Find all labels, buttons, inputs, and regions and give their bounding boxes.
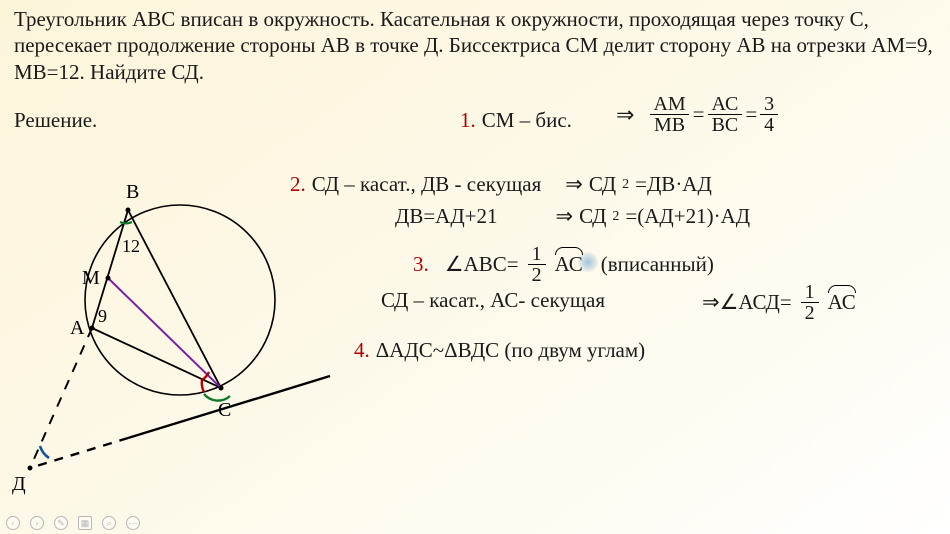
step-3-line1: 3. ∠АВС= 12 АС (вписанный) [413,244,714,286]
step-1-num: 1. [460,108,476,133]
step-4: 4. ΔАДС~ΔВДС (по двум углам) [354,338,645,363]
arc-ac-2: АС [828,290,856,315]
label-12: 12 [122,236,140,256]
tool-grid-icon[interactable]: ▦ [78,516,92,530]
step-2-line1: 2. СД – касат., ДВ - секущая ⇒ СД2 =ДВ·А… [290,172,712,197]
label-9: 9 [98,306,107,326]
step-3-line2b: ⇒∠АСД= 12 АС [702,282,856,324]
problem-text: Треугольник АВС вписан в окружность. Кас… [0,0,950,85]
step-3-num: 3. [413,252,429,277]
step-4-num: 4. [354,338,370,363]
step-2-line2: ДВ=АД+21 ⇒ СД2 =(АД+21)·АД [395,204,750,229]
step-3-line2a: СД – касат., АС- секущая [381,288,605,313]
tool-next-icon[interactable]: › [30,516,44,530]
label-C: С [218,399,231,421]
tool-zoom-icon[interactable]: ⌕ [102,516,116,530]
tool-pen-icon[interactable]: ✎ [54,516,68,530]
label-M: М [82,267,100,289]
step-1: 1. СМ – бис. [460,108,572,133]
tool-menu-icon[interactable]: ⋯ [126,516,140,530]
tool-prev-icon[interactable]: ‹ [6,516,20,530]
geometry-diagram: В А С Д М 9 12 [8,170,338,530]
label-A: А [70,317,85,339]
step-1-eq: ⇒ АММВ = АСВС = 34 [610,94,781,136]
cursor-icon [578,252,598,272]
label-D: Д [12,473,26,495]
label-B: В [126,181,139,203]
presenter-toolbar: ‹ › ✎ ▦ ⌕ ⋯ [6,516,140,530]
implies-icon: ⇒ [616,102,634,128]
solution-label: Решение. [14,108,97,133]
step-1-text: СМ – бис. [482,108,572,133]
